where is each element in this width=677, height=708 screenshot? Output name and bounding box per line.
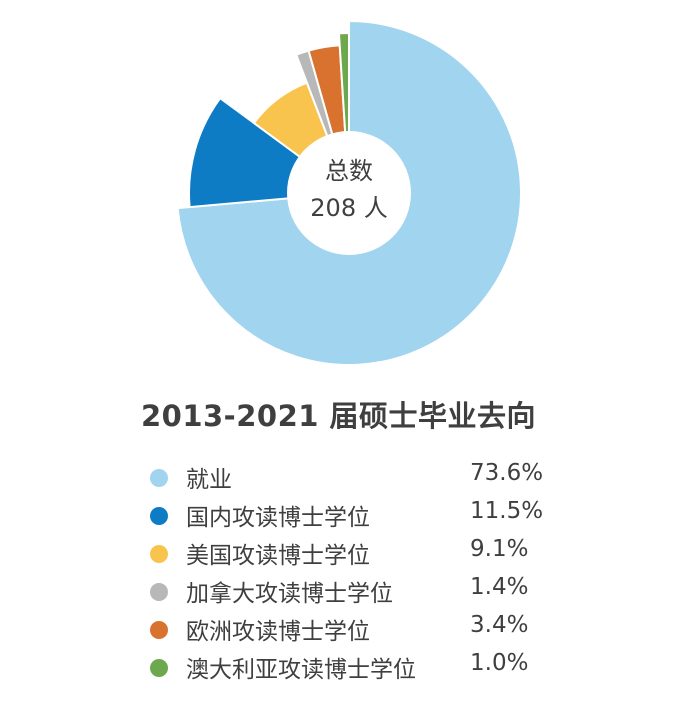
legend-value: 11.5% — [470, 498, 544, 524]
pie-center-hole — [287, 131, 411, 255]
legend-label: 澳大利亚攻读博士学位 — [186, 657, 416, 683]
legend-label: 加拿大攻读博士学位 — [186, 581, 393, 607]
total-label: 总数 — [325, 157, 373, 185]
total-value: 208 人 — [310, 194, 388, 222]
legend-swatch — [150, 621, 168, 639]
legend-item: 欧洲攻读博士学位 3.4% — [150, 610, 570, 648]
legend-value: 73.6% — [470, 460, 544, 486]
legend-item: 国内攻读博士学位 11.5% — [150, 496, 570, 534]
legend-value: 1.4% — [470, 574, 529, 600]
legend-value: 9.1% — [470, 536, 529, 562]
legend-item: 加拿大攻读博士学位 1.4% — [150, 572, 570, 610]
legend-label: 欧洲攻读博士学位 — [186, 619, 370, 645]
legend-value: 3.4% — [470, 612, 529, 638]
legend-swatch — [150, 545, 168, 563]
legend-label: 就业 — [186, 467, 232, 493]
legend-swatch — [150, 659, 168, 677]
legend-swatch — [150, 507, 168, 525]
legend-item: 美国攻读博士学位 9.1% — [150, 534, 570, 572]
chart-title: 2013-2021 届硕士毕业去向 — [140, 399, 537, 433]
legend-item: 就业 73.6% — [150, 458, 570, 496]
legend: 就业 73.6% 国内攻读博士学位 11.5% 美国攻读博士学位 9.1% 加拿大攻读博士学… — [150, 458, 570, 686]
legend-label: 国内攻读博士学位 — [186, 505, 370, 531]
legend-item: 澳大利亚攻读博士学位 1.0% — [150, 648, 570, 686]
legend-swatch — [150, 583, 168, 601]
legend-label: 美国攻读博士学位 — [186, 543, 370, 569]
legend-value: 1.0% — [470, 650, 529, 676]
legend-swatch — [150, 469, 168, 487]
